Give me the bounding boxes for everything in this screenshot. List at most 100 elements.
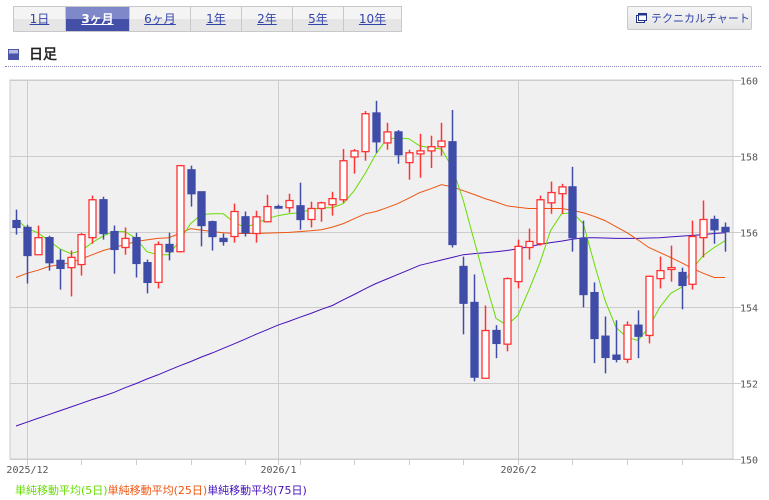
candle bbox=[154, 241, 163, 289]
candle bbox=[394, 130, 403, 164]
candle-body bbox=[645, 275, 654, 337]
candle-body bbox=[230, 210, 239, 238]
candle-body bbox=[699, 218, 708, 239]
candle bbox=[143, 259, 152, 294]
ma75-line bbox=[15, 232, 726, 427]
candle-body bbox=[656, 269, 665, 280]
candle-body bbox=[143, 262, 152, 284]
candle-body bbox=[274, 205, 283, 209]
candle bbox=[383, 122, 392, 150]
candle bbox=[241, 211, 250, 237]
candle bbox=[612, 320, 621, 363]
candle-body bbox=[667, 266, 676, 271]
candle bbox=[110, 225, 119, 274]
candle-body bbox=[165, 243, 174, 253]
candle bbox=[88, 195, 97, 244]
candle bbox=[23, 224, 32, 284]
y-tick-label: 152 bbox=[740, 380, 758, 391]
section-title: 日足 bbox=[29, 47, 57, 63]
candle bbox=[165, 232, 174, 261]
candle-body bbox=[579, 237, 588, 296]
candle-body bbox=[568, 186, 577, 239]
candle bbox=[721, 222, 730, 252]
candle-body bbox=[285, 199, 294, 209]
candle-body bbox=[437, 140, 446, 148]
candle-body bbox=[590, 291, 599, 340]
candle bbox=[634, 310, 643, 359]
legend-ma75: 単純移動平均(75日) bbox=[207, 484, 307, 497]
legend: 単純移動平均(5日) 単純移動平均(25日) 単純移動平均(75日) bbox=[15, 482, 307, 498]
candle-body bbox=[710, 218, 719, 231]
candle bbox=[416, 133, 425, 178]
y-tick-label: 160 bbox=[740, 77, 758, 88]
candle-body bbox=[427, 146, 436, 152]
candle-body bbox=[208, 221, 217, 238]
candle-body bbox=[514, 245, 523, 283]
candle-body bbox=[383, 131, 392, 144]
candle-body bbox=[350, 150, 359, 158]
candle bbox=[372, 100, 381, 153]
candle-body bbox=[23, 226, 32, 257]
candle-body bbox=[56, 259, 65, 270]
candle bbox=[448, 109, 457, 248]
candle-body bbox=[416, 150, 425, 155]
candle bbox=[252, 210, 261, 243]
candle bbox=[558, 183, 567, 214]
candle-body bbox=[12, 219, 21, 229]
candle-body bbox=[77, 233, 86, 266]
candle bbox=[350, 148, 359, 174]
candle-body bbox=[372, 112, 381, 143]
candle-body bbox=[601, 335, 610, 359]
tab-3m[interactable]: 3ヶ月 bbox=[66, 7, 130, 31]
candle-body bbox=[67, 256, 76, 269]
candle-body bbox=[132, 237, 141, 265]
candle bbox=[579, 220, 588, 308]
candle bbox=[339, 148, 348, 203]
candle bbox=[437, 122, 446, 156]
candle bbox=[503, 277, 512, 352]
candle bbox=[328, 191, 337, 216]
candle bbox=[121, 227, 130, 255]
candle bbox=[132, 232, 141, 278]
tab-2y[interactable]: 2年 bbox=[242, 7, 293, 31]
candle bbox=[56, 249, 65, 290]
candle bbox=[12, 209, 21, 235]
candle bbox=[230, 203, 239, 243]
candle-body bbox=[99, 199, 108, 235]
tab-10y[interactable]: 10年 bbox=[358, 12, 387, 26]
technical-chart-button[interactable]: テクニカルチャート bbox=[627, 6, 752, 30]
y-tick-label: 156 bbox=[740, 229, 758, 240]
candle-body bbox=[481, 329, 490, 379]
divider bbox=[5, 66, 761, 67]
candle-body bbox=[634, 324, 643, 337]
tab-6m[interactable]: 6ヶ月 bbox=[130, 7, 191, 31]
candle bbox=[481, 305, 490, 379]
candle-body bbox=[296, 205, 305, 221]
candle bbox=[459, 256, 468, 335]
candle bbox=[427, 135, 436, 168]
candle-body bbox=[317, 202, 326, 210]
tab-1y[interactable]: 1年 bbox=[191, 7, 242, 31]
section-heading: 日足 bbox=[8, 44, 57, 64]
tab-1d[interactable]: 1日 bbox=[14, 7, 66, 31]
candle-body bbox=[492, 329, 501, 345]
plot-area bbox=[9, 79, 734, 460]
candle-body bbox=[88, 199, 97, 239]
candle-body bbox=[394, 131, 403, 156]
candle-body bbox=[176, 165, 185, 253]
candle bbox=[197, 191, 206, 247]
candle bbox=[492, 325, 501, 359]
tab-5y[interactable]: 5年 bbox=[293, 7, 344, 31]
candle bbox=[525, 228, 534, 260]
candle-body bbox=[197, 191, 206, 227]
candle bbox=[656, 256, 665, 289]
candle-body bbox=[361, 113, 370, 153]
candle-body bbox=[187, 169, 196, 195]
candle-body bbox=[525, 240, 534, 249]
candle bbox=[678, 267, 687, 310]
candle bbox=[263, 194, 272, 223]
candle-body bbox=[470, 301, 479, 378]
candle bbox=[176, 164, 185, 253]
legend-ma5: 単純移動平均(5日) bbox=[15, 484, 108, 497]
candle-body bbox=[678, 271, 687, 287]
